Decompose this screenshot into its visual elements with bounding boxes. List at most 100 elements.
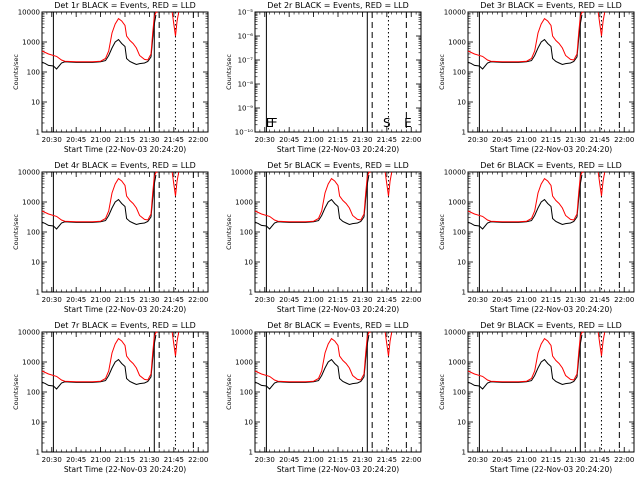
- x-tick-label: 21:00: [516, 136, 536, 144]
- plot-frame: [254, 331, 422, 453]
- x-tick-label: 22:00: [401, 296, 421, 304]
- x-axis-label: Start Time (22-Nov-03 20:24:20): [490, 305, 612, 314]
- y-axis-label: Counts/sec: [12, 54, 20, 90]
- y-tick-label: 10⁻¹⁰: [235, 129, 253, 137]
- y-tick-label: 1000: [22, 359, 40, 367]
- x-tick-label: 21:45: [590, 136, 610, 144]
- chart-panel-6: Det 6r BLACK = Events, RED = LLD 1 10 100 10…: [438, 161, 635, 314]
- y-tick-label: 1: [249, 289, 253, 297]
- lld-series-line: [467, 171, 584, 223]
- x-tick-label: 22:00: [188, 136, 208, 144]
- chart-title: Det 7r BLACK = Events, RED = LLD: [54, 321, 196, 330]
- x-tick-label: 20:30: [255, 136, 275, 144]
- lld-series-tail: [171, 12, 180, 37]
- x-tick-label: 21:30: [139, 136, 159, 144]
- plot-frame: [41, 171, 209, 293]
- y-tick-label: 10⁻⁷: [238, 57, 254, 65]
- x-tick-label: 22:00: [188, 456, 208, 464]
- chart-panel-7: Det 7r BLACK = Events, RED = LLD 1 10 100 10…: [12, 321, 209, 474]
- x-tick-label: 20:45: [492, 296, 512, 304]
- y-axis-label: Counts/sec: [12, 374, 20, 410]
- x-tick-label: 21:30: [352, 136, 372, 144]
- y-tick-label: 10000: [18, 169, 40, 177]
- y-tick-label: 10⁻⁵: [238, 9, 254, 17]
- x-tick-label: 20:45: [279, 136, 299, 144]
- flag-label: E: [404, 116, 412, 130]
- lld-series-line: [467, 331, 584, 383]
- x-tick-label: 21:00: [303, 296, 323, 304]
- x-tick-label: 21:00: [90, 456, 110, 464]
- y-tick-label: 10: [31, 419, 40, 427]
- x-tick-label: 20:30: [468, 136, 488, 144]
- y-tick-label: 100: [27, 229, 40, 237]
- x-tick-label: 21:30: [352, 456, 372, 464]
- x-tick-label: 21:15: [328, 136, 348, 144]
- plot-frame: [467, 171, 635, 293]
- y-tick-label: 1: [249, 449, 253, 457]
- y-tick-label: 1000: [22, 39, 40, 47]
- x-tick-label: 20:45: [66, 296, 86, 304]
- chart-title: Det 1r BLACK = Events, RED = LLD: [54, 1, 196, 10]
- x-axis-label: Start Time (22-Nov-03 20:24:20): [490, 145, 612, 154]
- x-tick-label: 21:45: [377, 456, 397, 464]
- lld-series-tail: [171, 172, 180, 197]
- y-tick-label: 1000: [448, 39, 466, 47]
- events-series-line: [467, 14, 583, 70]
- y-axis-label: Counts/sec: [12, 214, 20, 250]
- x-tick-label: 20:45: [492, 136, 512, 144]
- chart-panel-5: Det 5r BLACK = Events, RED = LLD 1 10 100 10…: [225, 161, 422, 314]
- x-tick-label: 21:45: [164, 456, 184, 464]
- y-tick-label: 10000: [18, 9, 40, 17]
- y-tick-label: 1000: [448, 199, 466, 207]
- chart-title: Det 8r BLACK = Events, RED = LLD: [267, 321, 409, 330]
- y-tick-label: 10000: [444, 329, 466, 337]
- x-tick-label: 21:15: [328, 296, 348, 304]
- x-tick-label: 21:00: [516, 456, 536, 464]
- y-tick-label: 10: [457, 419, 466, 427]
- flag-label: F: [271, 116, 278, 130]
- events-series-line: [467, 174, 583, 230]
- x-tick-label: 21:45: [590, 456, 610, 464]
- chart-title: Det 4r BLACK = Events, RED = LLD: [54, 161, 196, 170]
- x-tick-label: 20:30: [42, 136, 62, 144]
- lld-series-line: [254, 331, 371, 383]
- y-tick-label: 10: [244, 259, 253, 267]
- y-axis-label: Counts/sec: [225, 374, 233, 410]
- lld-series-tail: [597, 12, 606, 37]
- x-tick-label: 20:30: [42, 456, 62, 464]
- chart-title: Det 3r BLACK = Events, RED = LLD: [480, 1, 622, 10]
- x-tick-label: 21:00: [90, 296, 110, 304]
- x-axis-label: Start Time (22-Nov-03 20:24:20): [64, 465, 186, 474]
- y-tick-label: 1000: [235, 359, 253, 367]
- y-tick-label: 100: [453, 69, 466, 77]
- y-axis-label: Counts/sec: [438, 374, 446, 410]
- x-tick-label: 20:30: [468, 456, 488, 464]
- x-tick-label: 22:00: [401, 136, 421, 144]
- events-series-line: [41, 334, 157, 390]
- y-tick-label: 100: [27, 69, 40, 77]
- x-tick-label: 21:15: [115, 136, 135, 144]
- lld-series-line: [41, 11, 158, 63]
- y-tick-label: 10000: [231, 329, 253, 337]
- y-tick-label: 1000: [235, 199, 253, 207]
- plot-frame: [254, 11, 422, 133]
- x-tick-label: 21:15: [541, 296, 561, 304]
- x-tick-label: 21:30: [352, 296, 372, 304]
- x-tick-label: 21:30: [139, 296, 159, 304]
- events-series-line: [254, 174, 370, 230]
- y-tick-label: 10: [31, 259, 40, 267]
- x-tick-label: 22:00: [614, 136, 634, 144]
- x-tick-label: 21:00: [516, 296, 536, 304]
- lld-series-line: [254, 171, 371, 223]
- events-series-line: [41, 14, 157, 70]
- x-tick-label: 21:30: [565, 296, 585, 304]
- chart-title: Det 2r BLACK = Events, RED = LLD: [267, 1, 409, 10]
- plot-frame: [254, 171, 422, 293]
- y-tick-label: 10000: [231, 169, 253, 177]
- chart-panel-9: Det 9r BLACK = Events, RED = LLD 1 10 100 10…: [438, 321, 635, 474]
- x-tick-label: 21:15: [541, 136, 561, 144]
- y-tick-label: 1: [36, 289, 40, 297]
- y-tick-label: 10000: [444, 169, 466, 177]
- y-tick-label: 10: [457, 259, 466, 267]
